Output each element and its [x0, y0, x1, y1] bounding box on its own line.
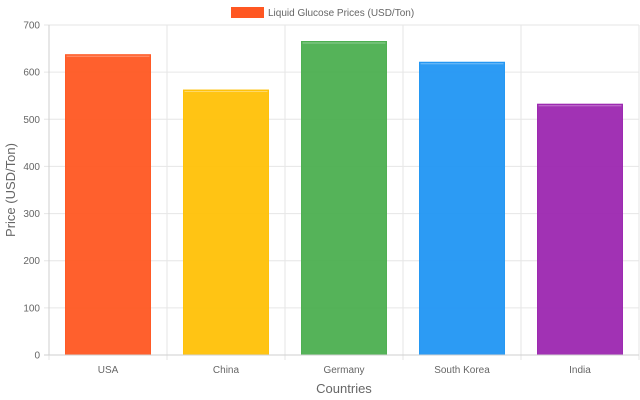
bar-usa[interactable]	[65, 54, 151, 356]
y-tick-label: 500	[23, 115, 40, 126]
axes	[44, 25, 639, 356]
y-tick-label: 300	[23, 209, 40, 220]
legend-label: Liquid Glucose Prices (USD/Ton)	[268, 8, 414, 19]
x-tick-label: China	[213, 365, 240, 376]
bar-china[interactable]	[183, 89, 269, 356]
y-tick-label: 200	[23, 256, 40, 267]
x-tick-labels: USA China Germany South Korea India	[98, 365, 592, 376]
x-axis-title: Countries	[316, 381, 372, 396]
bars	[65, 41, 623, 356]
x-tick-label: USA	[98, 365, 119, 376]
bar-india[interactable]	[537, 103, 623, 356]
legend[interactable]: Liquid Glucose Prices (USD/Ton)	[231, 7, 414, 19]
y-tick-labels: 0 100 200 300 400 500 600 700	[23, 21, 40, 362]
legend-swatch	[231, 7, 264, 18]
x-tick-label: India	[569, 365, 591, 376]
bar-germany[interactable]	[301, 41, 387, 356]
y-axis-title: Price (USD/Ton)	[3, 143, 18, 237]
x-tick-label: Germany	[323, 365, 364, 376]
y-tick-label: 100	[23, 303, 40, 314]
y-tick-label: 700	[23, 21, 40, 32]
y-tick-label: 0	[34, 351, 40, 362]
bar-south-korea[interactable]	[419, 61, 505, 356]
y-tick-label: 600	[23, 68, 40, 79]
y-tick-label: 400	[23, 162, 40, 173]
x-tick-label: South Korea	[434, 365, 490, 376]
